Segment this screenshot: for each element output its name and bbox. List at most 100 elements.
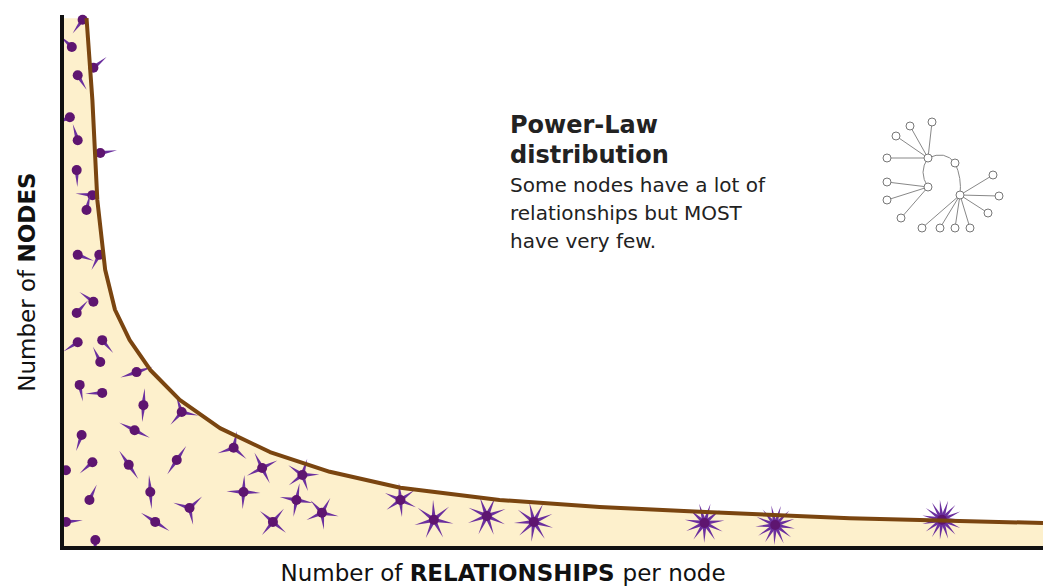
icon-edge (960, 195, 999, 196)
node (247, 453, 277, 483)
node-dot (138, 400, 148, 410)
icon-edge (910, 126, 928, 158)
area-fill (62, 18, 1043, 548)
node (414, 500, 453, 538)
node-dot (185, 503, 195, 513)
icon-node (883, 154, 891, 162)
node (145, 475, 155, 509)
node-dot (75, 380, 85, 390)
node-dot (150, 517, 160, 527)
node-dot (73, 70, 83, 80)
node (79, 292, 98, 307)
title: Power-Law (510, 111, 658, 139)
node-dot (317, 508, 327, 518)
node (62, 35, 77, 52)
node-dot (395, 495, 405, 505)
node (97, 335, 113, 353)
icon-node (892, 132, 900, 140)
node (80, 457, 98, 473)
curve (87, 18, 1043, 523)
node (280, 483, 313, 516)
icon-edge (940, 195, 960, 228)
node-dot (84, 495, 94, 505)
node-dot (132, 367, 142, 377)
node-dot (87, 457, 97, 467)
x-axis-label: Number of RELATIONSHIPS per node (280, 560, 725, 586)
icon-edge (960, 195, 988, 213)
node-dot (130, 425, 140, 435)
icon-node (951, 224, 959, 232)
node-dot (429, 515, 439, 525)
node-dot (65, 112, 75, 122)
node-dot (72, 165, 82, 175)
label-word: NODES (14, 172, 40, 262)
icon-node (897, 214, 905, 222)
node-dot (257, 463, 267, 473)
node-dot (77, 430, 87, 440)
annotation: relationships but MOST (510, 201, 743, 225)
node-dot (172, 455, 182, 465)
node-dot (229, 443, 239, 453)
node (73, 250, 94, 261)
icon-node (956, 191, 964, 199)
icon-edge (887, 182, 928, 187)
node-dot (82, 205, 92, 215)
y-axis-label: Number of NODES (14, 172, 40, 391)
node-dot (145, 487, 155, 497)
label-word: of (380, 560, 409, 586)
node (755, 505, 795, 545)
icon-edge (960, 175, 993, 195)
node (167, 446, 186, 474)
y-axis (60, 15, 64, 550)
node-dot (90, 535, 100, 545)
node-dot (700, 518, 710, 528)
node-dot (73, 250, 83, 260)
icon-edge (901, 187, 928, 218)
label-word: RELATIONSHIPS (410, 560, 623, 586)
node-dot (291, 495, 301, 505)
node (119, 423, 149, 438)
node (119, 451, 138, 479)
node (85, 388, 107, 398)
icon-node (924, 154, 932, 162)
icon-edge (955, 195, 960, 228)
icon-node (951, 159, 959, 167)
icon-node (883, 178, 891, 186)
node (141, 513, 170, 531)
node (307, 498, 339, 530)
node (138, 388, 148, 422)
title: distribution (510, 141, 669, 169)
annotation: have very few. (510, 229, 656, 253)
icon-node (918, 224, 926, 232)
chart: Number of RELATIONSHIPS per node Number o… (0, 0, 1043, 588)
node (260, 509, 286, 535)
icon-edge (922, 195, 960, 228)
node-dot (88, 297, 98, 307)
node-dot (67, 42, 77, 52)
node-dot (73, 337, 83, 347)
node (75, 380, 85, 402)
node (63, 337, 82, 351)
icon-node (936, 224, 944, 232)
node (95, 148, 117, 158)
label-word: Number (14, 292, 40, 392)
icon-node (984, 209, 992, 217)
node (73, 70, 87, 89)
icon-node (995, 192, 1003, 200)
node (75, 190, 97, 200)
icon-node (966, 224, 974, 232)
node (72, 300, 88, 318)
icon-edge (896, 136, 928, 158)
node (72, 165, 82, 187)
node (84, 485, 96, 505)
node-dot (297, 470, 307, 480)
node-dot (529, 517, 539, 527)
node-dot (268, 517, 278, 527)
icon-node (989, 171, 997, 179)
node-dot (770, 520, 780, 530)
label-word: per (623, 560, 669, 586)
network-icon (883, 118, 1003, 232)
node (514, 502, 553, 541)
node-dot (124, 460, 134, 470)
node (468, 497, 505, 534)
